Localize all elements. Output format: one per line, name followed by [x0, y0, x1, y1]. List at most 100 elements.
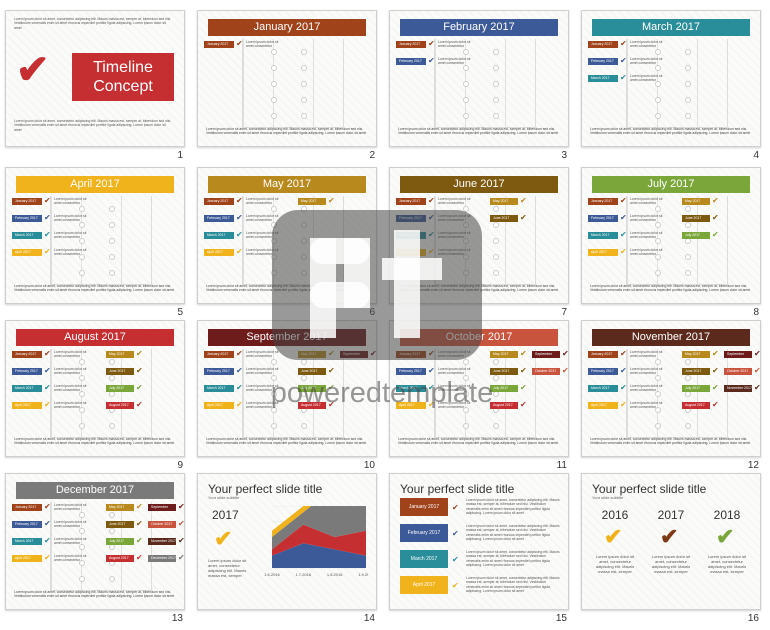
timeline-node: [271, 113, 277, 119]
slide-number: 11: [556, 460, 567, 471]
month-tag: February 2017: [396, 368, 426, 375]
slide-thumbnail-14[interactable]: Your perfect slide title Your slide subti…: [197, 473, 377, 610]
month-header: July 2017: [592, 176, 750, 193]
month-tag: March 2017: [12, 538, 42, 545]
year-label: 2017: [657, 508, 685, 522]
timeline-grid: [50, 196, 152, 285]
checkmark-icon: ✔: [44, 553, 51, 562]
month-tag: January 2017: [588, 351, 618, 358]
checkmark-icon: ✔: [428, 400, 435, 409]
checkmark-icon: ✔: [754, 383, 761, 392]
timeline-node: [79, 375, 85, 381]
timeline-node: [493, 222, 499, 228]
month-tag: January 2017: [396, 198, 426, 205]
slide-thumbnail-3[interactable]: February 2017 January 2017 ✔ Lorem ipsum do…: [389, 10, 569, 147]
timeline-node: [79, 544, 85, 550]
timeline-node: [493, 238, 499, 244]
tag-description: Lorem ipsum dolor sit amet consectetur: [630, 401, 663, 410]
slide-thumbnail-1[interactable]: Lorem ipsum dolor sit amet, consectetur …: [5, 10, 185, 147]
checkmark-icon: ✔: [236, 247, 243, 256]
month-tag: September 2017: [532, 351, 560, 363]
timeline-node: [79, 512, 85, 518]
slide-number: 14: [363, 613, 375, 624]
month-tag: January 2017: [12, 198, 42, 205]
tag-description: Lorem ipsum dolor sit amet consectetur: [54, 537, 87, 546]
timeline-node: [493, 65, 499, 71]
slide-number: 9: [177, 460, 183, 471]
checkmark-icon: ✔: [328, 400, 335, 409]
month-tag: December 2017: [148, 555, 176, 562]
month-tag: February 2017: [204, 215, 234, 222]
slide-thumbnail-5[interactable]: April 2017 January 2017 ✔ Lorem ipsum dolor…: [5, 167, 185, 304]
timeline-node: [685, 254, 691, 260]
timeline-node: [463, 81, 469, 87]
timeline-node: [685, 359, 691, 365]
timeline-node: [685, 113, 691, 119]
block-description: Lorem ipsum dolor sit amet, consectetur …: [466, 576, 560, 594]
watermark: poweredtemplate: [232, 210, 532, 410]
timeline-node: [301, 65, 307, 71]
month-tag: January 2017: [396, 41, 426, 48]
slide-thumbnail-15[interactable]: Your perfect slide title January 2017 ✔ Lor…: [389, 473, 569, 610]
timeline-node: [109, 512, 115, 518]
month-tag: June 2017: [682, 215, 710, 222]
slide-thumbnail-12[interactable]: November 2017 January 2017 ✔ Lorem ipsum do…: [581, 320, 761, 457]
timeline-line: [313, 349, 314, 437]
month-tag: July 2017: [106, 538, 134, 545]
timeline-line: [51, 196, 52, 284]
timeline-node: [685, 375, 691, 381]
timeline-node: [109, 254, 115, 260]
slide-thumbnail-13[interactable]: December 2017 January 2017 ✔ Lorem ipsum do…: [5, 473, 185, 610]
month-tag: February 2017: [588, 368, 618, 375]
checkmark-icon: ✔: [44, 213, 51, 222]
tag-description: Lorem ipsum dolor sit amet consectetur: [54, 384, 87, 393]
checkmark-icon: ✔: [620, 400, 627, 409]
checkmark-icon: ✔: [136, 400, 143, 409]
timeline-line: [435, 349, 436, 437]
checkmark-icon: ✔: [520, 349, 527, 358]
slide-number: 1: [177, 150, 183, 161]
slide-thumbnail-8[interactable]: July 2017 January 2017 ✔ Lorem ipsum dolor …: [581, 167, 761, 304]
slide-number: 12: [747, 460, 759, 471]
timeline-node: [301, 81, 307, 87]
month-tag: November 2017: [724, 385, 752, 392]
month-tag: April 2017: [204, 402, 234, 409]
checkmark-icon: ✔: [428, 56, 435, 65]
checkmark-icon: ✔: [520, 400, 527, 409]
x-tick-label: 1.7.2016: [296, 572, 312, 577]
timeline-line: [243, 39, 244, 127]
month-tag: February 2017: [12, 368, 42, 375]
checkmark-icon: ✔: [428, 196, 435, 205]
timeline-node: [109, 222, 115, 228]
month-tag: October 2017: [724, 368, 752, 375]
slide-subtitle: Your slide subtitle: [592, 495, 624, 500]
slide-footer-text: Lorem ipsum dolor sit amet, consectetur …: [14, 590, 175, 599]
timeline-node: [493, 254, 499, 260]
checkmark-icon: ✔: [712, 349, 719, 358]
timeline-line: [627, 39, 628, 127]
x-tick-label: 1.9.2016: [358, 572, 368, 577]
month-tag: March 2017: [588, 385, 618, 392]
timeline-node: [493, 423, 499, 429]
slide-thumbnail-4[interactable]: March 2017 January 2017 ✔ Lorem ipsum dolor…: [581, 10, 761, 147]
checkmark-icon: ✔: [712, 213, 719, 222]
slide-thumbnail-2[interactable]: January 2017 January 2017 ✔ Lorem ipsum dol…: [197, 10, 377, 147]
month-tag: September 2017: [148, 504, 176, 516]
slide-thumbnail-16[interactable]: Your perfect slide title Your slide subti…: [581, 473, 761, 610]
timeline-node: [493, 81, 499, 87]
timeline-node: [655, 97, 661, 103]
tag-description: Lorem ipsum dolor sit amet consectetur: [246, 401, 279, 410]
timeline-node: [655, 65, 661, 71]
checkmark-icon: ✔: [44, 502, 51, 511]
year-caption: Lorem ipsum dolor sit amet, consectetur …: [208, 558, 247, 578]
year-label: 2018: [713, 508, 741, 522]
slide-thumbnail-9[interactable]: August 2017 January 2017 ✔ Lorem ipsum dolo…: [5, 320, 185, 457]
month-header: April 2017: [16, 176, 174, 193]
timeline-grid: [434, 349, 536, 438]
month-tag: June 2017: [490, 368, 518, 375]
timeline-node: [271, 206, 277, 212]
checkmark-icon: ✔: [452, 503, 459, 512]
checkmark-icon: ✔: [214, 526, 233, 551]
checkmark-icon: ✔: [428, 39, 435, 48]
timeline-node: [79, 254, 85, 260]
